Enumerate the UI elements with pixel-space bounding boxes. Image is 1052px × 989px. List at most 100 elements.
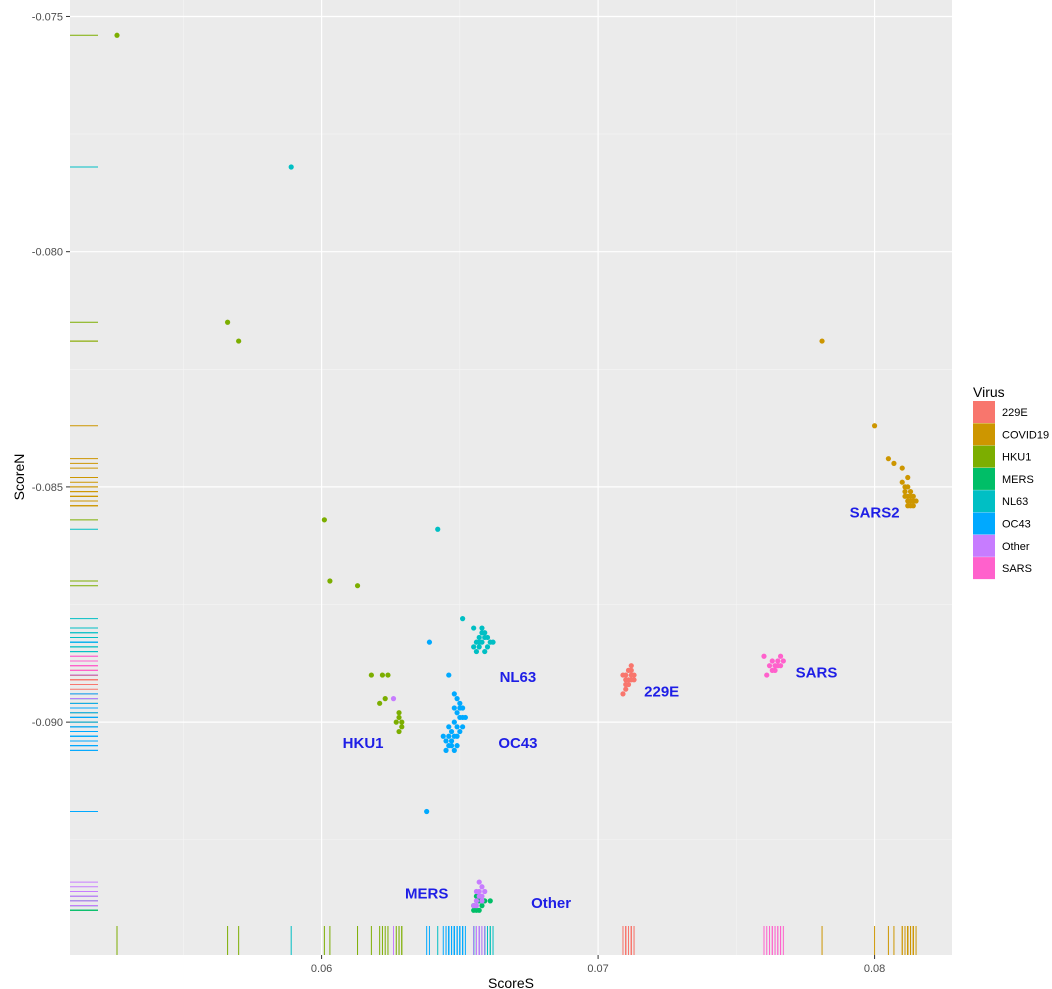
data-point [479,625,485,631]
legend-swatch [973,467,995,490]
data-point [484,634,491,641]
data-point [902,489,908,495]
annotation-label: Other [531,895,571,912]
data-point [902,493,908,499]
data-point [396,728,402,735]
data-point [354,583,361,589]
legend-label: HKU1 [1002,452,1031,464]
data-point [905,503,911,509]
data-point [476,644,482,650]
data-point [905,474,911,481]
data-point [451,705,457,711]
data-point [476,907,482,913]
data-point [424,808,430,815]
data-point [766,663,773,669]
data-point [623,677,629,683]
data-point [479,898,485,904]
annotation-label: SARS2 [850,504,900,521]
y-tick-label: -0.075 [32,11,63,23]
y-tick-label: -0.090 [32,717,63,729]
legend-swatch [973,490,995,513]
y-axis: -0.075 -0.080 -0.085 -0.090 [32,11,70,729]
series-nl63 [288,164,496,655]
series-oc43 [424,639,468,815]
data-point [454,696,460,702]
data-point [490,639,496,645]
data-point [891,460,897,466]
data-point [393,719,399,725]
data-point [479,903,485,909]
data-point [462,714,468,721]
data-point [625,667,632,673]
legend-swatch [973,423,995,446]
data-point [625,681,632,688]
data-points [114,32,919,913]
data-point [426,639,433,645]
annotation-label: MERS [405,886,448,903]
data-point [448,743,455,749]
series-other [390,696,488,909]
data-point [454,710,460,716]
data-point [448,728,455,735]
data-point [905,498,911,504]
data-point [399,719,405,725]
data-point [899,465,905,471]
data-point [780,658,786,664]
data-point [910,493,916,499]
y-rug [70,34,98,911]
data-point [623,672,629,678]
data-point [482,648,488,655]
series-229e [620,663,637,697]
legend-label: 229E [1002,407,1028,419]
legend-swatch [973,557,995,580]
data-point [471,625,477,631]
data-point [623,686,629,692]
data-point [484,644,491,650]
data-point [871,423,878,429]
legend-label: Other [1002,541,1030,553]
legend-swatch [973,534,995,557]
data-point [628,677,634,683]
legend-label: MERS [1002,474,1034,486]
series-covid19 [819,338,919,509]
data-point [396,710,402,716]
data-point [476,893,482,899]
data-point [482,630,488,636]
legend-items: 229E COVID19 HKU1 MERS NL63 OC43 Other SARS [973,401,1049,580]
x-tick-label: 0.08 [864,963,885,975]
legend-label: COVID19 [1002,429,1049,441]
x-tick-label: 0.07 [587,963,608,975]
x-axis: 0.06 0.07 0.08 [311,955,885,975]
legend-title: Virus [973,384,1005,400]
data-point [777,653,784,659]
data-point [476,634,482,641]
y-axis-title: ScoreN [11,454,27,501]
data-point [457,705,463,711]
data-point [620,691,626,697]
data-point [487,898,493,904]
y-tick-label: -0.085 [32,482,63,494]
data-point [885,456,892,462]
data-point [454,733,460,739]
legend-swatch [973,512,995,535]
data-point [396,714,402,721]
data-point [473,903,480,909]
data-point [390,696,397,702]
annotation-label: NL63 [500,669,537,686]
data-point [454,743,460,749]
data-point [443,738,449,744]
data-point [476,879,482,885]
data-point [769,658,775,664]
data-point [399,724,405,730]
data-point [327,578,333,584]
data-point [777,663,784,669]
data-point [913,498,919,504]
major-gridlines [70,0,952,955]
data-point [224,319,231,325]
cluster-annotations: SARS2 NL63 229E SARS HKU1 OC43 MERS Other [343,504,900,911]
data-point [435,526,441,532]
data-point [446,733,452,739]
data-point [385,672,391,678]
data-point [473,648,480,655]
